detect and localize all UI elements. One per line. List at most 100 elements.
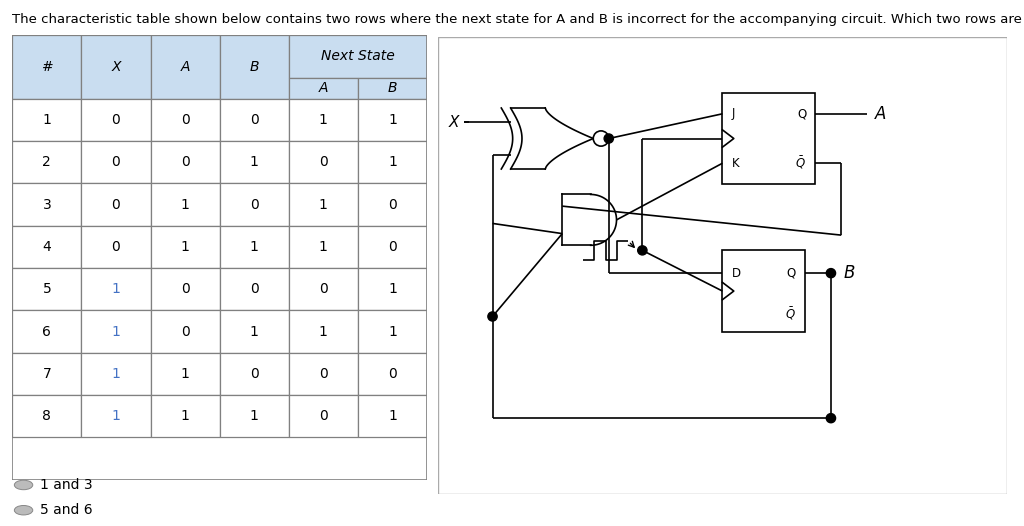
- Text: 0: 0: [112, 113, 121, 127]
- Bar: [220, 310, 289, 353]
- Bar: [151, 35, 220, 99]
- Text: B: B: [250, 60, 259, 74]
- Text: 0: 0: [250, 367, 259, 381]
- Circle shape: [826, 269, 836, 278]
- Bar: [220, 141, 289, 184]
- Text: 1: 1: [318, 240, 328, 254]
- Text: 1: 1: [112, 325, 121, 339]
- Text: 4: 4: [42, 240, 51, 254]
- Text: K: K: [732, 157, 739, 170]
- Text: 6: 6: [42, 325, 51, 339]
- Bar: [358, 141, 427, 184]
- Bar: [151, 353, 220, 395]
- Text: 0: 0: [388, 240, 397, 254]
- Text: 1: 1: [388, 325, 397, 339]
- Bar: [358, 310, 427, 353]
- Text: 0: 0: [388, 367, 397, 381]
- Bar: [358, 226, 427, 268]
- Text: Next State: Next State: [321, 49, 395, 64]
- Text: 1: 1: [250, 325, 259, 339]
- Bar: [289, 99, 358, 141]
- Bar: [289, 226, 358, 268]
- Text: 1: 1: [180, 240, 189, 254]
- Bar: [82, 35, 151, 99]
- Bar: [220, 226, 289, 268]
- Text: 0: 0: [180, 155, 189, 169]
- Bar: [289, 353, 358, 395]
- Bar: [220, 268, 289, 310]
- Bar: [151, 141, 220, 184]
- Circle shape: [826, 413, 836, 423]
- Text: 1: 1: [388, 409, 397, 423]
- Text: 5 and 6: 5 and 6: [40, 503, 92, 517]
- Bar: [151, 310, 220, 353]
- Text: 1: 1: [180, 198, 189, 211]
- Circle shape: [604, 134, 613, 143]
- Bar: [220, 184, 289, 226]
- Bar: [289, 77, 358, 99]
- Text: 3: 3: [42, 198, 51, 211]
- Bar: [151, 99, 220, 141]
- Text: 1: 1: [42, 113, 51, 127]
- Text: 1: 1: [180, 367, 189, 381]
- Bar: [12, 268, 82, 310]
- Bar: [12, 184, 82, 226]
- Text: 1: 1: [180, 409, 189, 423]
- Text: 5: 5: [42, 282, 51, 296]
- Bar: [151, 226, 220, 268]
- Bar: [151, 184, 220, 226]
- Text: 0: 0: [318, 282, 328, 296]
- Text: $\bar{Q}$: $\bar{Q}$: [796, 155, 806, 171]
- Text: Q: Q: [797, 107, 806, 120]
- Bar: [723, 93, 815, 184]
- Text: 0: 0: [180, 282, 189, 296]
- Bar: [82, 310, 151, 353]
- Bar: [358, 184, 427, 226]
- Bar: [12, 226, 82, 268]
- Circle shape: [487, 312, 498, 321]
- Text: 0: 0: [250, 198, 259, 211]
- Text: 1: 1: [250, 240, 259, 254]
- Bar: [220, 99, 289, 141]
- Text: B: B: [388, 81, 397, 95]
- Text: 1: 1: [112, 409, 121, 423]
- Bar: [82, 99, 151, 141]
- Bar: [82, 395, 151, 438]
- Text: Q: Q: [786, 267, 796, 280]
- Bar: [358, 268, 427, 310]
- Bar: [82, 184, 151, 226]
- Bar: [12, 35, 82, 99]
- Circle shape: [638, 246, 647, 255]
- Bar: [12, 99, 82, 141]
- Text: 0: 0: [250, 282, 259, 296]
- Text: 1: 1: [318, 198, 328, 211]
- Bar: [358, 395, 427, 438]
- Text: 1: 1: [388, 113, 397, 127]
- Text: 0: 0: [180, 113, 189, 127]
- Text: 1: 1: [250, 155, 259, 169]
- Bar: [12, 395, 82, 438]
- Bar: [289, 395, 358, 438]
- Bar: [151, 395, 220, 438]
- Text: X: X: [112, 60, 121, 74]
- Circle shape: [593, 131, 608, 146]
- Bar: [358, 99, 427, 141]
- Text: #: #: [41, 60, 52, 74]
- Bar: [358, 353, 427, 395]
- Text: 0: 0: [318, 155, 328, 169]
- Text: B: B: [844, 264, 855, 282]
- Text: 1: 1: [250, 409, 259, 423]
- Text: 0: 0: [318, 409, 328, 423]
- Bar: [289, 35, 427, 77]
- Bar: [82, 268, 151, 310]
- Bar: [289, 141, 358, 184]
- Text: 1: 1: [318, 113, 328, 127]
- Text: 1 and 3: 1 and 3: [40, 478, 92, 492]
- Text: 7: 7: [42, 367, 51, 381]
- Text: The characteristic table shown below contains two rows where the next state for : The characteristic table shown below con…: [12, 13, 1024, 26]
- Text: X: X: [449, 115, 459, 129]
- Text: 0: 0: [112, 155, 121, 169]
- Bar: [289, 184, 358, 226]
- Text: 1: 1: [112, 282, 121, 296]
- Bar: [358, 77, 427, 99]
